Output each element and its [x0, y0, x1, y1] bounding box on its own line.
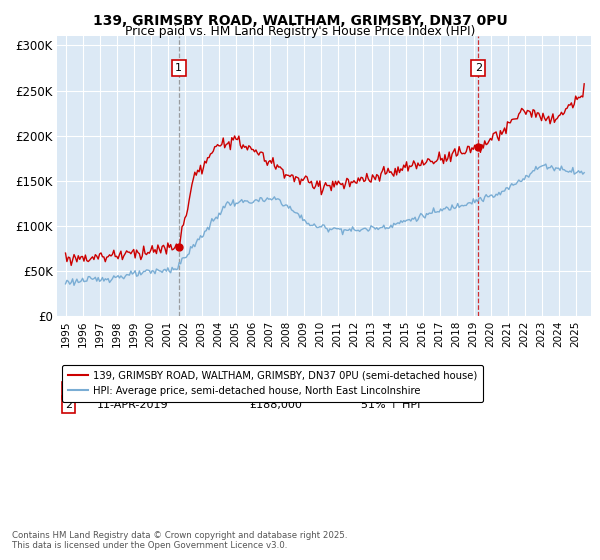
- Text: 11-APR-2019: 11-APR-2019: [97, 400, 169, 409]
- Text: 30-AUG-2001: 30-AUG-2001: [97, 386, 172, 395]
- Text: 51% ↑ HPI: 51% ↑ HPI: [361, 400, 421, 409]
- Text: 139, GRIMSBY ROAD, WALTHAM, GRIMSBY, DN37 0PU: 139, GRIMSBY ROAD, WALTHAM, GRIMSBY, DN3…: [92, 14, 508, 28]
- Text: £76,500: £76,500: [249, 386, 295, 395]
- Text: 1: 1: [65, 386, 72, 395]
- Legend: 139, GRIMSBY ROAD, WALTHAM, GRIMSBY, DN37 0PU (semi-detached house), HPI: Averag: 139, GRIMSBY ROAD, WALTHAM, GRIMSBY, DN3…: [62, 365, 483, 402]
- Text: Contains HM Land Registry data © Crown copyright and database right 2025.
This d: Contains HM Land Registry data © Crown c…: [12, 530, 347, 550]
- Text: Price paid vs. HM Land Registry's House Price Index (HPI): Price paid vs. HM Land Registry's House …: [125, 25, 475, 38]
- Text: 58% ↑ HPI: 58% ↑ HPI: [361, 386, 421, 395]
- Text: 2: 2: [475, 63, 482, 73]
- Text: £188,000: £188,000: [249, 400, 302, 409]
- Text: 2: 2: [65, 400, 73, 409]
- Text: 1: 1: [175, 63, 182, 73]
